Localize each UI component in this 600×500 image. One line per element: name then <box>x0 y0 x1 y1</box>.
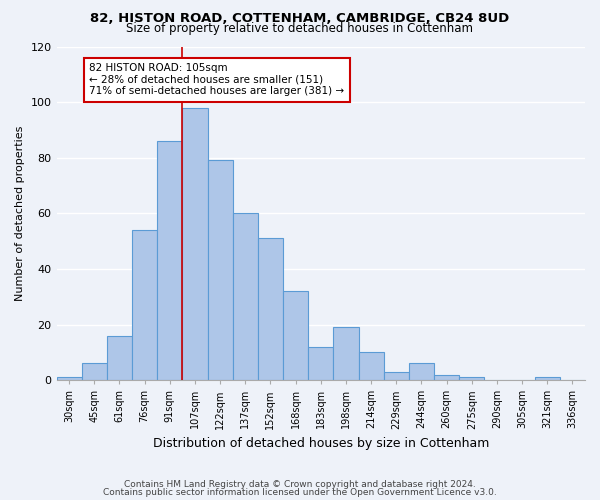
Bar <box>459 378 484 380</box>
Bar <box>107 336 132 380</box>
Bar <box>182 108 208 380</box>
Bar <box>258 238 283 380</box>
Bar <box>409 364 434 380</box>
Bar <box>233 214 258 380</box>
Text: 82, HISTON ROAD, COTTENHAM, CAMBRIDGE, CB24 8UD: 82, HISTON ROAD, COTTENHAM, CAMBRIDGE, C… <box>91 12 509 24</box>
Bar <box>359 352 383 380</box>
Bar <box>334 328 359 380</box>
Bar <box>308 347 334 380</box>
Y-axis label: Number of detached properties: Number of detached properties <box>15 126 25 301</box>
Text: Contains public sector information licensed under the Open Government Licence v3: Contains public sector information licen… <box>103 488 497 497</box>
Text: Size of property relative to detached houses in Cottenham: Size of property relative to detached ho… <box>127 22 473 35</box>
Text: 82 HISTON ROAD: 105sqm
← 28% of detached houses are smaller (151)
71% of semi-de: 82 HISTON ROAD: 105sqm ← 28% of detached… <box>89 63 344 96</box>
Bar <box>208 160 233 380</box>
X-axis label: Distribution of detached houses by size in Cottenham: Distribution of detached houses by size … <box>152 437 489 450</box>
Bar <box>434 374 459 380</box>
Bar <box>56 378 82 380</box>
Bar <box>132 230 157 380</box>
Text: Contains HM Land Registry data © Crown copyright and database right 2024.: Contains HM Land Registry data © Crown c… <box>124 480 476 489</box>
Bar <box>283 291 308 380</box>
Bar <box>157 141 182 380</box>
Bar <box>383 372 409 380</box>
Bar <box>82 364 107 380</box>
Bar <box>535 378 560 380</box>
